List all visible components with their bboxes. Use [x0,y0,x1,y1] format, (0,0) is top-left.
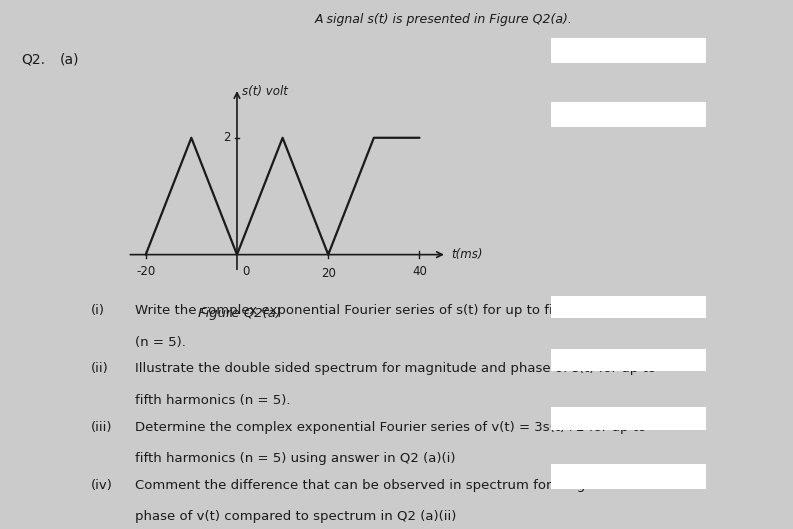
Text: t(ms): t(ms) [451,248,483,261]
Text: (i): (i) [91,304,105,317]
Text: (iii): (iii) [91,421,113,434]
Text: phase of v(t) compared to spectrum in Q2 (a)(ii): phase of v(t) compared to spectrum in Q2… [135,510,456,524]
Text: Write the complex exponential Fourier series of s(t) for up to fifth harmonics: Write the complex exponential Fourier se… [135,304,645,317]
Text: -20: -20 [136,265,155,278]
Text: (a): (a) [59,53,79,67]
Text: fifth harmonics (n = 5).: fifth harmonics (n = 5). [135,394,290,407]
Text: (iv): (iv) [91,479,113,492]
Text: Comment the difference that can be observed in spectrum for magnitude and: Comment the difference that can be obser… [135,479,657,492]
Text: 40: 40 [412,265,427,278]
Text: (n = 5).: (n = 5). [135,336,186,349]
Text: Q2.: Q2. [21,53,45,67]
Text: 2: 2 [223,131,230,144]
Text: Determine the complex exponential Fourier series of v(t) = 3s(t)+2 for up to: Determine the complex exponential Fourie… [135,421,646,434]
Text: (ii): (ii) [91,362,109,376]
Text: Illustrate the double sided spectrum for magnitude and phase of s(t) for up to: Illustrate the double sided spectrum for… [135,362,656,376]
Text: 20: 20 [321,268,335,280]
Text: s(t) volt: s(t) volt [242,85,287,98]
Text: A signal s(t) is presented in Figure Q2(a).: A signal s(t) is presented in Figure Q2(… [315,13,573,26]
Text: 0: 0 [243,265,250,278]
Text: fifth harmonics (n = 5) using answer in Q2 (a)(i): fifth harmonics (n = 5) using answer in … [135,452,455,466]
Text: Figure Q2(a): Figure Q2(a) [198,307,281,320]
